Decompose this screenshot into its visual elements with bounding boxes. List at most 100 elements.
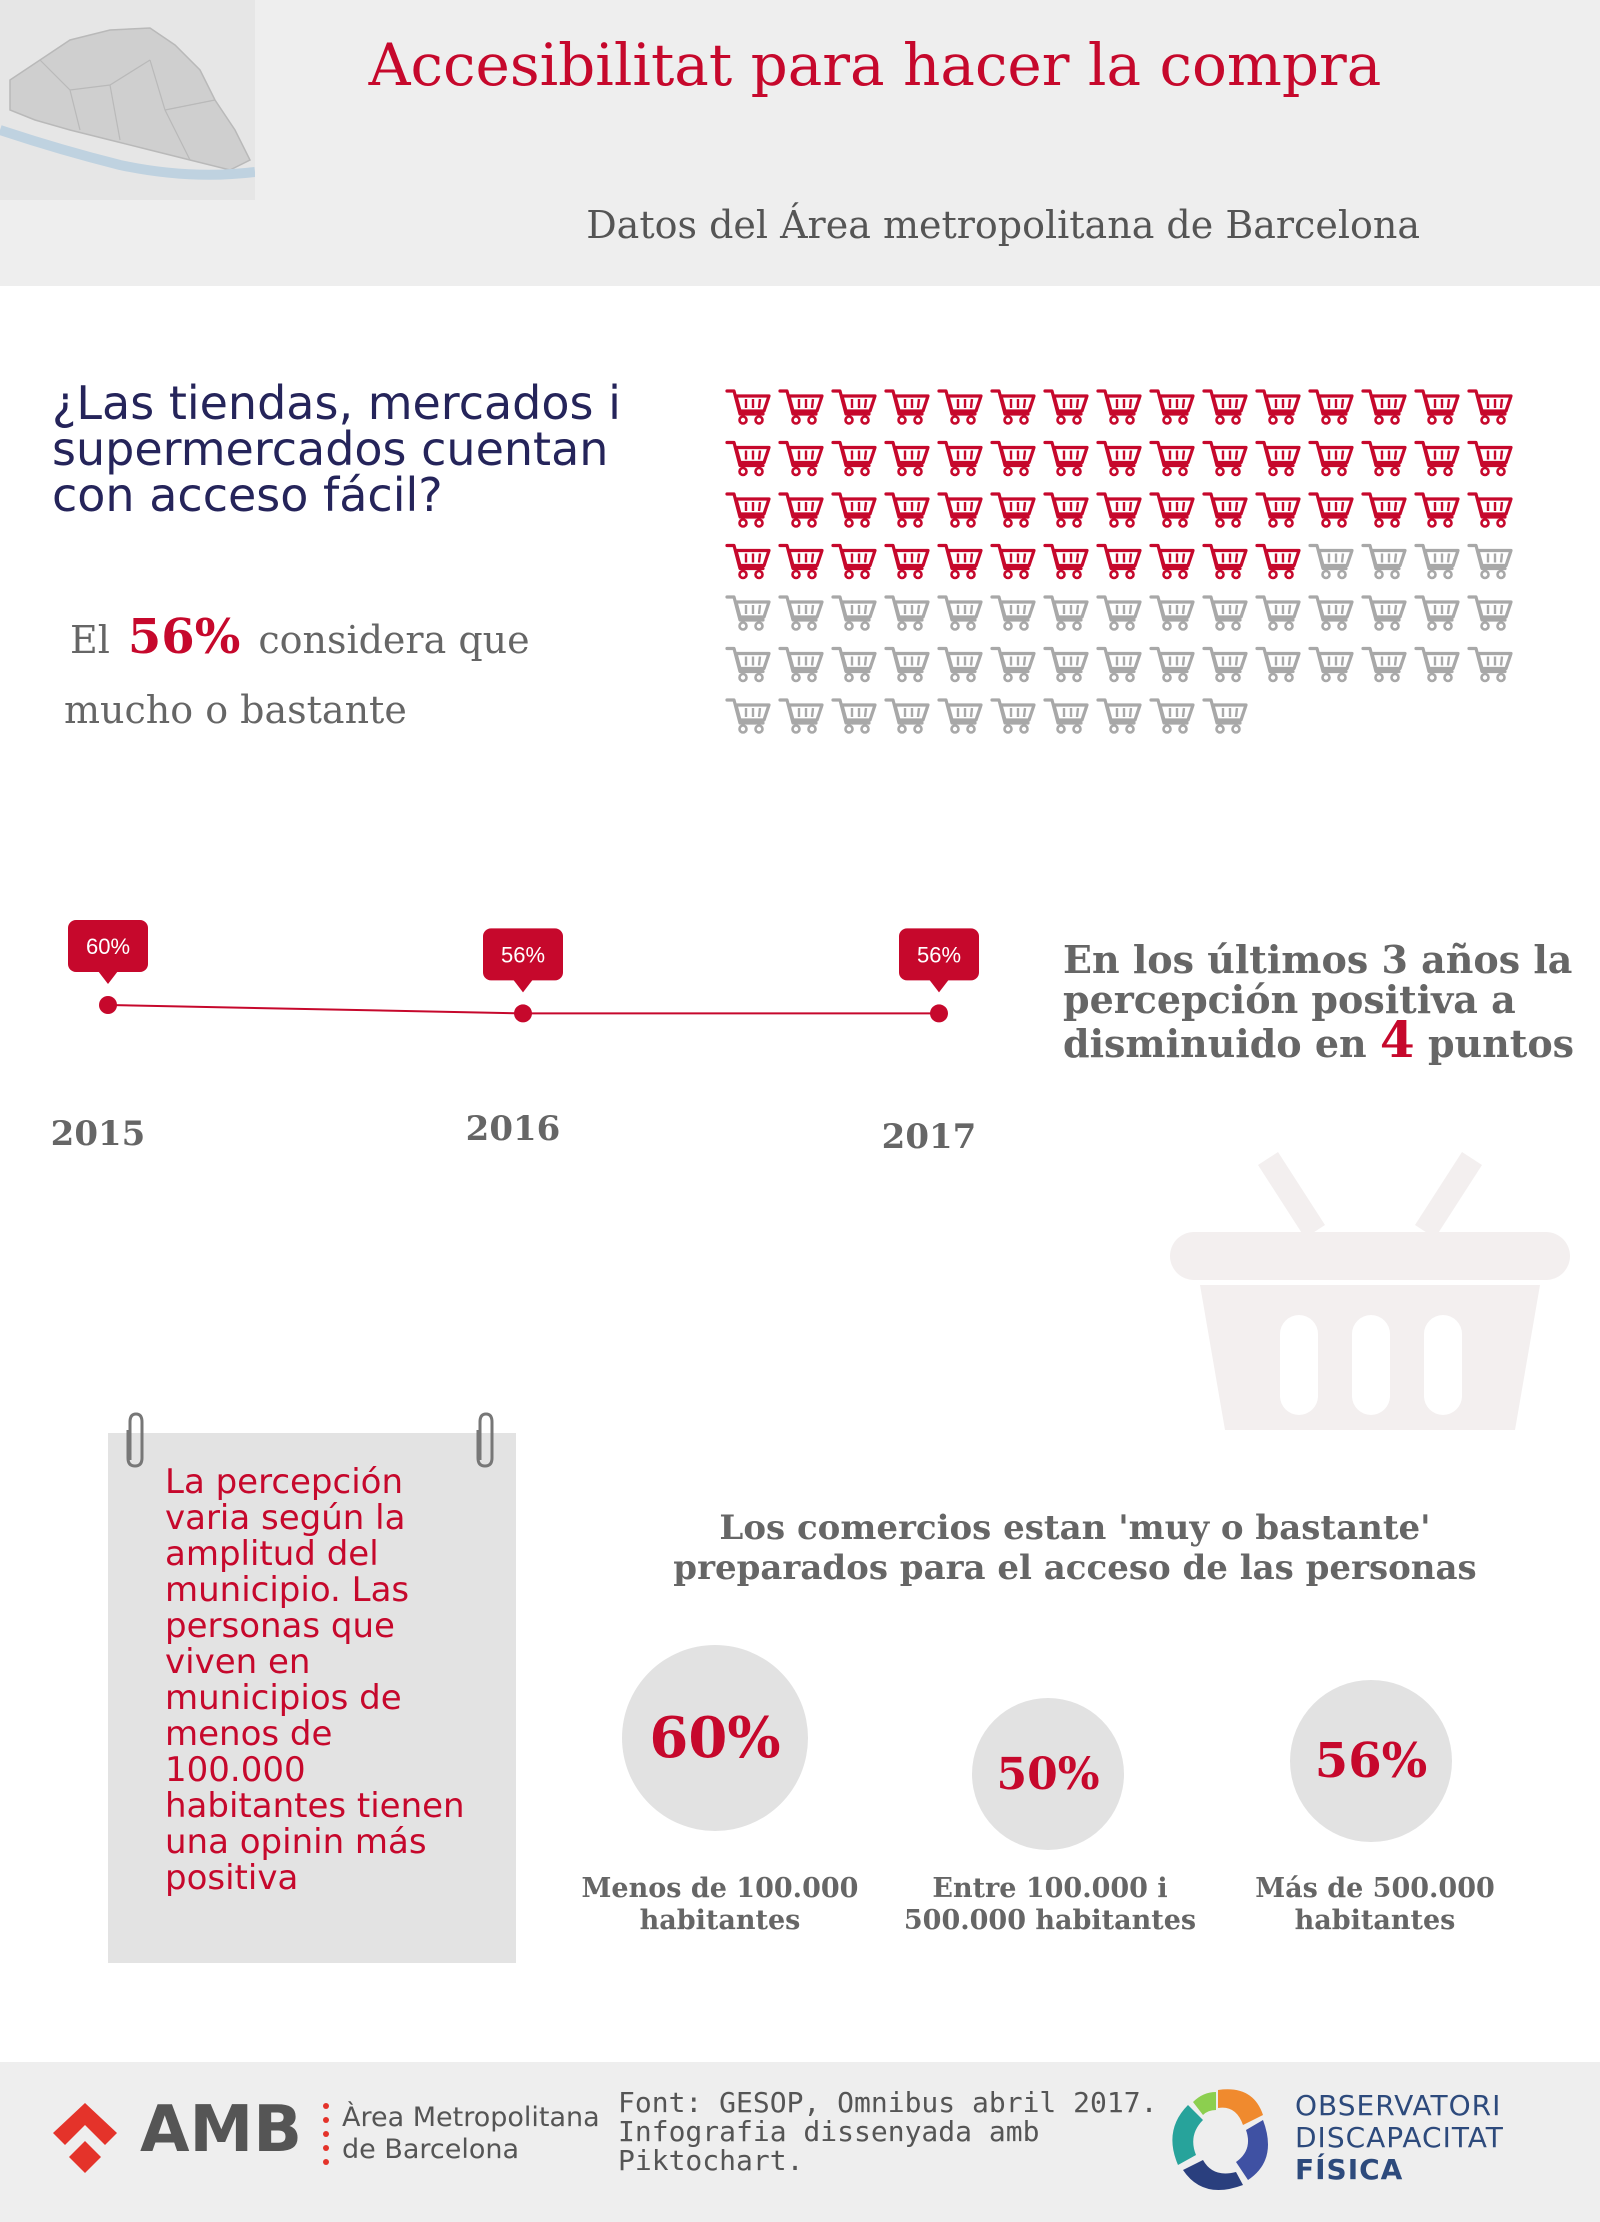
metropolitan-map-image xyxy=(0,0,255,200)
observatori-name: OBSERVATORI DISCAPACITAT FÍSICA xyxy=(1295,2090,1504,2186)
cart-icon xyxy=(884,440,930,477)
cart-icon xyxy=(1202,440,1248,477)
obs-line-1: OBSERVATORI xyxy=(1295,2089,1502,2122)
question-heading: ¿Las tiendas, mercados i supermercados c… xyxy=(52,376,621,522)
cart-icon xyxy=(1202,389,1248,425)
cart-icon xyxy=(725,595,771,631)
cart-icon xyxy=(1202,492,1248,528)
stat-line2: mucho o bastante xyxy=(64,688,407,732)
cart-icon xyxy=(1043,698,1089,734)
stat-suffix: considera que xyxy=(258,618,530,662)
cart-icon xyxy=(1149,440,1195,477)
cart-icon xyxy=(937,543,983,580)
cart-icon xyxy=(990,543,1036,580)
footer-band xyxy=(0,2062,1600,2222)
cart-icon xyxy=(1096,595,1142,631)
cart-icon xyxy=(1043,646,1089,683)
trend-line-3-post: puntos xyxy=(1427,1021,1575,1066)
cart-icon xyxy=(990,389,1036,425)
cart-icon xyxy=(1255,389,1301,425)
cart-icon xyxy=(1255,440,1301,477)
cart-icon xyxy=(937,698,983,734)
cart-icon xyxy=(725,440,771,477)
cart-icon xyxy=(1308,646,1354,683)
cart-icon xyxy=(990,698,1036,734)
cart-icon xyxy=(1202,646,1248,683)
cart-icon xyxy=(884,492,930,528)
page-title: Accesibilitat para hacer la compra xyxy=(368,31,1382,99)
trend-line-2: percepción positiva a xyxy=(1063,977,1516,1022)
cart-icon xyxy=(1361,440,1407,477)
observatori-logo-icon xyxy=(1172,2089,1268,2190)
cart-icon xyxy=(1149,389,1195,425)
source-credit: Font: GESOP, Omnibus abril 2017. Infogra… xyxy=(618,2086,1158,2177)
cart-icon xyxy=(1096,543,1142,580)
cart-icon xyxy=(937,492,983,528)
cart-icon xyxy=(937,646,983,683)
bubble-label-line2: 500.000 habitantes xyxy=(903,1905,1197,1936)
cart-icon xyxy=(1043,595,1089,631)
bubble-value: 56% xyxy=(1314,1733,1428,1789)
bubble-large-municipality: 56% xyxy=(1290,1680,1452,1842)
cart-icon xyxy=(1467,646,1513,683)
cart-icon xyxy=(778,389,824,425)
cart-icon xyxy=(1255,595,1301,631)
cart-icon xyxy=(778,440,824,477)
amb-full-name: Àrea Metropolitana de Barcelona xyxy=(342,2102,600,2165)
cart-icon xyxy=(1361,646,1407,683)
bubbles-title: Los comercios estan 'muy o bastante' pre… xyxy=(673,1508,1477,1588)
bubble-label: Entre 100.000 i 500.000 habitantes xyxy=(890,1873,1210,1937)
cart-icon xyxy=(778,492,824,528)
amb-acronym: AMB xyxy=(140,2093,302,2167)
trend-line-3: disminuido en xyxy=(1063,1021,1367,1066)
cart-icon xyxy=(1414,389,1460,425)
paperclip-icon xyxy=(126,1412,144,1468)
cart-icon xyxy=(1467,595,1513,631)
cart-icon xyxy=(884,646,930,683)
note-text: La percepción varia según la amplitud de… xyxy=(165,1462,465,1898)
cart-icon xyxy=(1361,389,1407,425)
cart-icon xyxy=(990,440,1036,477)
cart-icon xyxy=(1361,543,1407,580)
cart-icon xyxy=(1414,543,1460,580)
trend-number: 4 xyxy=(1379,1010,1415,1069)
cart-icon xyxy=(725,389,771,425)
cart-icon xyxy=(937,389,983,425)
cart-icon xyxy=(937,595,983,631)
cart-icon xyxy=(1414,440,1460,477)
cart-icon xyxy=(884,595,930,631)
cart-icon xyxy=(831,492,877,528)
timeline-chart: 60% 2015 56% 2016 56% 2017 xyxy=(51,920,979,1157)
bubble-label: Menos de 100.000 habitantes xyxy=(570,1873,870,1937)
year-label: 2015 xyxy=(51,1114,146,1154)
cart-icon xyxy=(1414,492,1460,528)
amb-divider xyxy=(323,2103,329,2165)
cart-icon xyxy=(884,698,930,734)
cart-icon xyxy=(725,646,771,683)
cart-icon xyxy=(1308,389,1354,425)
stat-value: 56% xyxy=(127,609,241,665)
cart-icon xyxy=(990,646,1036,683)
cart-icon xyxy=(1467,492,1513,528)
cart-icon xyxy=(725,543,771,580)
value-callout: 60% xyxy=(68,920,148,984)
trend-line-1: En los últimos 3 años la xyxy=(1063,937,1573,982)
cart-icon xyxy=(1149,543,1195,580)
cart-icon xyxy=(1149,698,1195,734)
cart-icon xyxy=(990,595,1036,631)
cart-icon xyxy=(725,698,771,734)
cart-icon xyxy=(831,543,877,580)
note-card xyxy=(108,1433,516,1963)
cart-icon xyxy=(1149,492,1195,528)
callout-label: 60% xyxy=(86,934,130,959)
bubble-label-line1: Menos de 100.000 xyxy=(581,1873,859,1904)
cart-icon xyxy=(1308,440,1354,477)
cart-icon xyxy=(937,440,983,477)
callout-label: 56% xyxy=(917,942,961,967)
cart-icon xyxy=(831,595,877,631)
cart-icon xyxy=(1043,492,1089,528)
amb-logo-icon xyxy=(53,2103,117,2173)
cart-icon xyxy=(1255,646,1301,683)
cart-icon xyxy=(1149,646,1195,683)
cart-icon xyxy=(831,698,877,734)
